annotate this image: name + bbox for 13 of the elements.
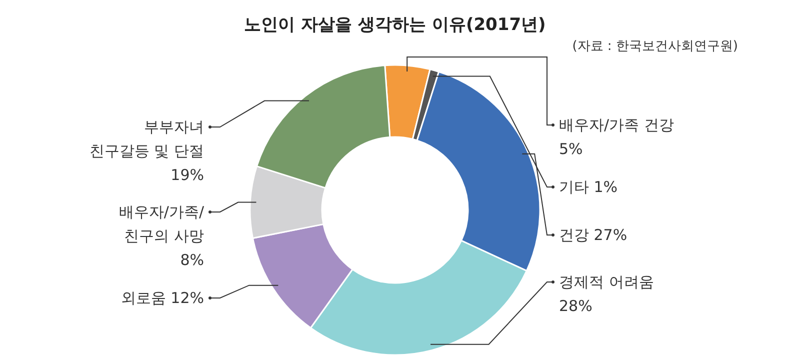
slice-label: 경제적 어려움 (559, 273, 654, 291)
slice-label: 건강 27% (559, 226, 628, 244)
data-label: 19% (170, 166, 204, 184)
text: (자료 : 한국보건사회연구원) (572, 39, 738, 54)
chart-title: 노인이 자살을 생각하는 이유(2017년) (244, 15, 546, 35)
slice-label: 배우자/가족/ 친구의 사망 (118, 203, 205, 245)
slice-label: 기타 1% (559, 178, 618, 196)
slice-label: 부부자녀 친구갈등 및 단절 (89, 118, 204, 160)
slice-label: 외로움 12% (120, 289, 204, 307)
slice-label: 배우자/가족 건강 (559, 116, 674, 134)
data-label: 8% (180, 251, 204, 269)
data-label: 28% (559, 297, 592, 315)
data-label: 5% (559, 140, 583, 158)
